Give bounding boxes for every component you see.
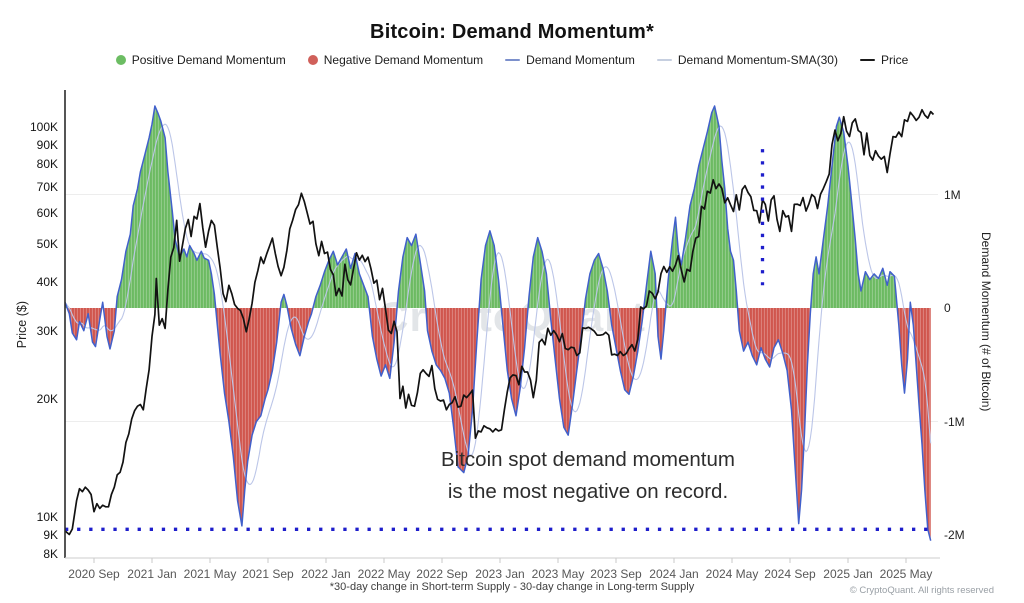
legend-item: Demand Momentum-SMA(30) bbox=[656, 53, 838, 67]
x-axis-tick-label: 2021 May bbox=[183, 567, 237, 581]
legend-item-label: Demand Momentum-SMA(30) bbox=[677, 53, 838, 67]
legend-item: Demand Momentum bbox=[505, 53, 635, 67]
legend-line-icon bbox=[656, 58, 672, 62]
x-axis-tick-label: 2020 Sep bbox=[68, 567, 120, 581]
copyright: © CryptoQuant. All rights reserved bbox=[849, 585, 994, 596]
x-axis-tick-label: 2021 Sep bbox=[242, 567, 294, 581]
price-axis-tick-label: 80K bbox=[36, 157, 58, 172]
price-axis-tick-label: 60K bbox=[36, 206, 58, 221]
legend-item-label: Demand Momentum bbox=[526, 53, 635, 67]
footnote: *30-day change in Short-term Supply - 30… bbox=[329, 581, 695, 593]
legend-item: Price bbox=[859, 53, 909, 67]
x-axis-tick-label: 2024 May bbox=[705, 567, 759, 581]
legend-dot-icon bbox=[307, 55, 318, 65]
momentum-axis-tick-label: 0 bbox=[944, 301, 951, 315]
legend-item-label: Negative Demand Momentum bbox=[323, 53, 484, 67]
price-axis-tick-label: 40K bbox=[36, 274, 58, 289]
x-axis-tick-label: 2022 May bbox=[357, 567, 411, 581]
price-axis-tick-label: 70K bbox=[36, 180, 58, 195]
legend-line-icon bbox=[505, 58, 521, 62]
x-axis-tick-label: 2024 Sep bbox=[764, 567, 816, 581]
x-axis-tick-label: 2025 Jan bbox=[823, 567, 873, 581]
chart-legend: Positive Demand Momentum Negative Demand … bbox=[0, 53, 1024, 67]
price-axis-tick-label: 9K bbox=[43, 527, 58, 542]
x-axis-tick-label: 2022 Jan bbox=[301, 567, 351, 581]
price-axis-tick-label: 90K bbox=[36, 137, 58, 152]
positive-momentum-area bbox=[65, 106, 931, 308]
x-axis-tick-label: 2023 Jan bbox=[475, 567, 525, 581]
x-axis-tick-label: 2023 May bbox=[531, 567, 585, 581]
price-axis-tick-label: 20K bbox=[36, 392, 58, 407]
momentum-line bbox=[64, 105, 932, 541]
annotation-line-1: Bitcoin spot demand momentum bbox=[441, 448, 735, 471]
x-axis-tick-label: 2022 Sep bbox=[416, 567, 468, 581]
price-axis-tick-label: 8K bbox=[43, 547, 58, 562]
legend-item-label: Positive Demand Momentum bbox=[131, 53, 286, 67]
price-axis-tick-label: 30K bbox=[36, 323, 58, 338]
momentum-sma-line bbox=[64, 123, 932, 485]
right-axis-title: Demand Momentum (# of Bitcoin) bbox=[979, 232, 993, 412]
legend-item: Positive Demand Momentum bbox=[115, 53, 286, 67]
legend-line-icon bbox=[859, 58, 875, 62]
price-axis-tick-label: 50K bbox=[36, 237, 58, 252]
legend-dot-icon bbox=[115, 55, 126, 65]
momentum-axis-tick-label: -1M bbox=[944, 414, 965, 429]
legend-item: Negative Demand Momentum bbox=[307, 53, 484, 67]
chart-title: Bitcoin: Demand Momentum* bbox=[370, 21, 654, 43]
legend-item-label: Price bbox=[880, 53, 909, 67]
price-axis-tick-label: 100K bbox=[29, 119, 58, 134]
price-line bbox=[64, 108, 935, 536]
x-axis-tick-label: 2023 Sep bbox=[590, 567, 642, 581]
annotation-line-2: is the most negative on record. bbox=[447, 480, 729, 503]
x-axis-tick-label: 2024 Jan bbox=[649, 567, 699, 581]
x-axis-tick-label: 2025 May bbox=[879, 567, 933, 581]
x-axis-tick-label: 2021 Jan bbox=[127, 567, 177, 581]
negative-momentum-area bbox=[65, 308, 931, 541]
momentum-axis-tick-label: -2M bbox=[944, 528, 965, 542]
price-axis-tick-label: 10K bbox=[36, 509, 58, 524]
momentum-axis-tick-label: 1M bbox=[944, 187, 961, 202]
annotation-text: Bitcoin spot demand momentum is the most… bbox=[390, 444, 786, 508]
